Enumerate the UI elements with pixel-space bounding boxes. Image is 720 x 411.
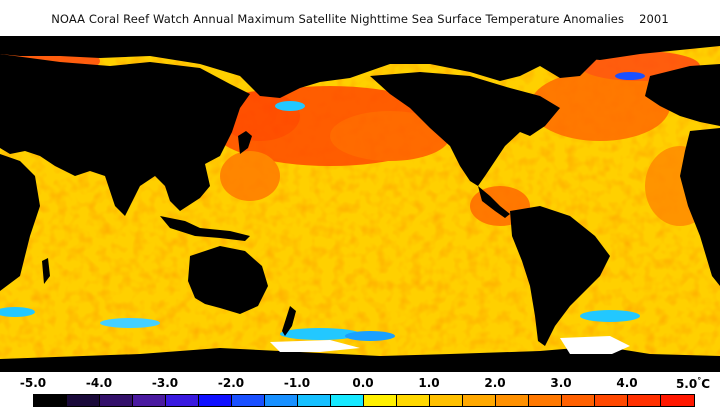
colorbar-swatch [562,395,595,406]
south-america [510,206,610,346]
colorbar-swatch [430,395,463,406]
colorbar-tick-label: -5.0 [19,376,47,390]
antarctica [0,346,720,372]
colorbar-tick-label: -3.0 [151,376,179,390]
colorbar-tick-label: 2.0 [484,376,506,390]
australia [188,246,268,314]
greenland [520,36,610,78]
colorbar-swatch [529,395,562,406]
colorbar-swatch [34,395,67,406]
europe [645,64,720,126]
colorbar-swatch [595,395,628,406]
title-text: NOAA Coral Reef Watch Annual Maximum Sat… [51,12,625,26]
colorbar-tick-label: 0.0 [352,376,374,390]
africa-west [680,128,720,286]
africa-east [0,154,40,291]
colorbar-swatch [67,395,100,406]
colorbar-tick-label: -2.0 [217,376,245,390]
north-america [370,72,560,186]
colorbar-swatch [661,395,694,406]
colorbar-swatch [166,395,199,406]
sst-anomaly-map [0,36,720,372]
cold-anomaly-zones [0,72,645,341]
japan [238,131,252,154]
land-masses [0,36,720,372]
colorbar-labels: -5.0 -4.0 -3.0 -2.0 -1.0 0.0 1.0 2.0 3.0 4.0 5.0°C [0,376,720,392]
colorbar-swatch [331,395,364,406]
colorbar-tick-label: 1.0 [418,376,440,390]
colorbar-swatch [463,395,496,406]
colorbar-swatch [199,395,232,406]
colorbar-swatch [628,395,661,406]
eurasia [0,54,250,216]
maritime-continent [160,216,250,241]
colorbar-tick-label: -4.0 [85,376,113,390]
colorbar-tick-label: 5.0°C [675,376,711,391]
colorbar-unit: ° [697,376,702,385]
colorbar-swatch [232,395,265,406]
colorbar-swatch [100,395,133,406]
colorbar-swatch [496,395,529,406]
colorbar-swatch [133,395,166,406]
new-zealand [282,306,296,336]
sea-ice [270,336,630,354]
title-year: 2001 [639,12,669,26]
colorbar-tick-label: 4.0 [616,376,638,390]
temperature-anomaly-colorbar [33,394,695,407]
colorbar-swatch [397,395,430,406]
madagascar [42,258,50,284]
colorbar-tick-label: -1.0 [283,376,311,390]
colorbar-swatch [298,395,331,406]
map-title: NOAA Coral Reef Watch Annual Maximum Sat… [0,12,720,26]
colorbar-swatch [265,395,298,406]
colorbar-swatch [364,395,397,406]
central-america [478,186,510,218]
colorbar-tick-label: 3.0 [550,376,572,390]
